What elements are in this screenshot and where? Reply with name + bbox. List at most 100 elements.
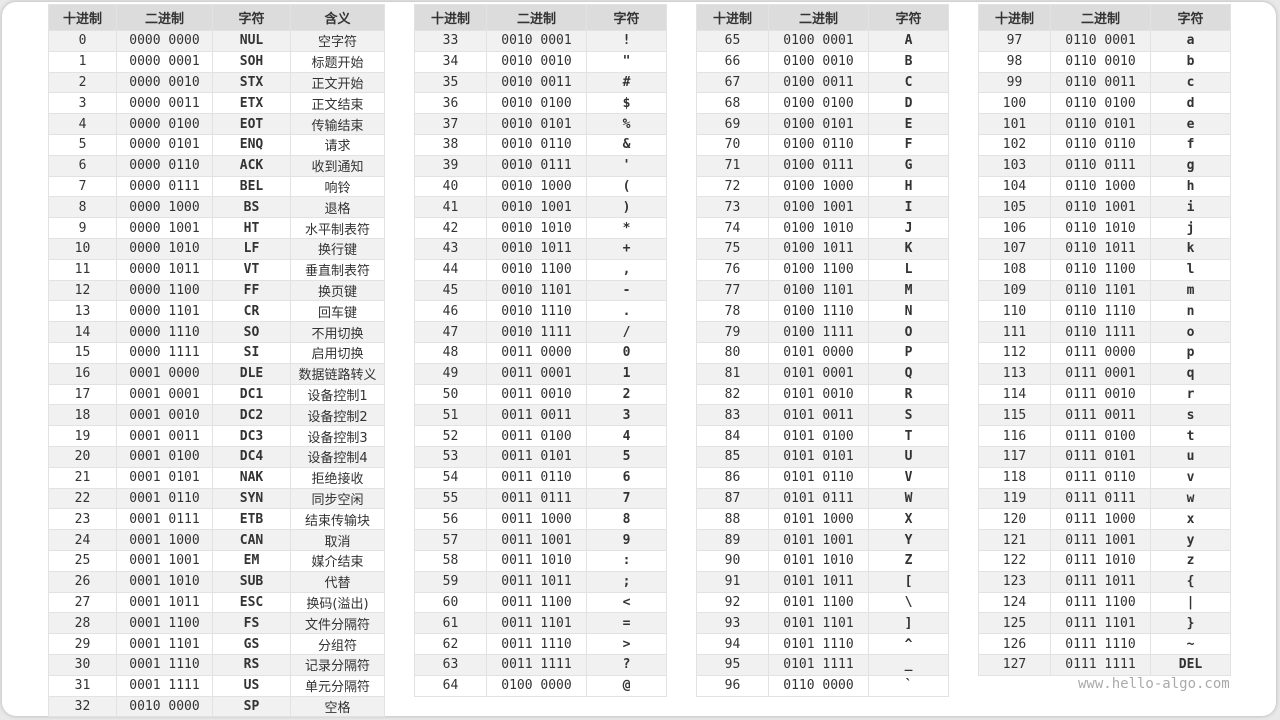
meaning-cell: 传输结束	[290, 113, 385, 135]
column-header-bin: 二进制	[768, 4, 869, 31]
decimal-cell: 70	[696, 133, 769, 156]
char-cell: {	[1150, 570, 1231, 593]
table-row: 53 0011 0101 5	[414, 445, 667, 468]
char-cell: y	[1150, 529, 1231, 551]
table-row: 102 0110 0110 f	[978, 133, 1231, 156]
table-row: 62 0011 1110 >	[414, 633, 667, 655]
table-row: 42 0010 1010 *	[414, 217, 667, 239]
table-row: 63 0011 1111?	[414, 653, 667, 676]
column-header-dec: 十进制	[978, 4, 1051, 31]
decimal-cell: 93	[696, 612, 769, 635]
binary-cell: 0000 1000	[116, 196, 213, 219]
decimal-cell: 41	[414, 196, 487, 219]
decimal-cell: 86	[696, 466, 769, 489]
decimal-cell: 108	[978, 258, 1051, 281]
meaning-cell: 收到通知	[290, 154, 385, 177]
char-cell: US	[212, 674, 291, 697]
decimal-cell: 12	[48, 279, 117, 302]
table-row: 119 0111 0111 w	[978, 487, 1231, 510]
char-cell: D	[868, 92, 949, 115]
char-cell: 4	[586, 425, 667, 447]
table-row: 24 0001 1000 CAN 取消	[48, 529, 385, 551]
meaning-cell: 代替	[290, 570, 385, 593]
table-row: 20 0001 0100 DC4 设备控制4	[48, 445, 385, 468]
decimal-cell: 95	[696, 653, 769, 676]
table-row: 99 0110 0011 c	[978, 71, 1231, 94]
char-cell: w	[1150, 487, 1231, 510]
char-cell: (	[586, 175, 667, 198]
decimal-cell: 51	[414, 404, 487, 427]
decimal-cell: 46	[414, 300, 487, 323]
table-row: 7 0000 0111 BEL 响铃	[48, 175, 385, 198]
table-row: 117 0111 0101 u	[978, 445, 1231, 468]
char-cell: 3	[586, 404, 667, 427]
table-row: 17 0001 0001 DC1 设备控制1	[48, 383, 385, 406]
char-cell: ESC	[212, 591, 291, 614]
decimal-cell: 18	[48, 404, 117, 427]
meaning-cell: 空格	[290, 695, 385, 718]
decimal-cell: 89	[696, 529, 769, 551]
decimal-cell: 109	[978, 279, 1051, 302]
decimal-cell: 100	[978, 92, 1051, 115]
decimal-cell: 62	[414, 633, 487, 655]
decimal-cell: 30	[48, 653, 117, 676]
meaning-cell: 换码(溢出)	[290, 591, 385, 614]
table-row: 52 0011 0100 4	[414, 425, 667, 447]
meaning-cell: 换页键	[290, 279, 385, 302]
table-row: 0 0000 0000 NUL 空字符	[48, 30, 385, 52]
meaning-cell: 拒绝接收	[290, 466, 385, 489]
table-row: 37 0010 0101%	[414, 113, 667, 135]
decimal-cell: 88	[696, 508, 769, 531]
char-cell: z	[1150, 549, 1231, 572]
table-row: 124 0111 1100 |	[978, 591, 1231, 614]
binary-cell: 0011 0111	[486, 487, 587, 510]
table-row: 111 0110 1111 o	[978, 321, 1231, 343]
char-cell: ]	[868, 612, 949, 635]
char-cell: )	[586, 196, 667, 219]
decimal-cell: 19	[48, 425, 117, 447]
column-header-char: 字符	[212, 4, 291, 31]
binary-cell: 0001 1011	[116, 591, 213, 614]
decimal-cell: 11	[48, 258, 117, 281]
char-cell: g	[1150, 154, 1231, 177]
decimal-cell: 8	[48, 196, 117, 219]
char-cell: i	[1150, 196, 1231, 219]
table-row: 48 0011 0000 0	[414, 341, 667, 364]
char-cell: DC3	[212, 425, 291, 447]
table-row: 4 0000 0100 EOT 传输结束	[48, 113, 385, 135]
char-cell: CR	[212, 300, 291, 323]
decimal-cell: 121	[978, 529, 1051, 551]
char-cell: c	[1150, 71, 1231, 94]
binary-cell: 0001 0001	[116, 383, 213, 406]
binary-cell: 0010 0101	[486, 113, 587, 135]
decimal-cell: 22	[48, 487, 117, 510]
binary-cell: 0001 0010	[116, 404, 213, 427]
char-cell: t	[1150, 425, 1231, 447]
char-cell: v	[1150, 466, 1231, 489]
binary-cell: 0111 1101	[1050, 612, 1151, 635]
table-row: 21 0001 0101 NAK 拒绝接收	[48, 466, 385, 489]
binary-cell: 0111 1001	[1050, 529, 1151, 551]
decimal-cell: 57	[414, 529, 487, 551]
table-row: 8 0000 1000 BS 退格	[48, 196, 385, 219]
table-row: 45 0010 1101-	[414, 279, 667, 302]
decimal-cell: 94	[696, 633, 769, 655]
binary-cell: 0011 1010	[486, 549, 587, 572]
binary-cell: 0010 0011	[486, 71, 587, 94]
watermark: www.hello-algo.com	[1078, 676, 1230, 692]
decimal-cell: 117	[978, 445, 1051, 468]
char-cell: A	[868, 30, 949, 52]
char-cell: ?	[586, 653, 667, 676]
table-row: 78 0100 1110 N	[696, 300, 949, 323]
decimal-cell: 26	[48, 570, 117, 593]
table-row: 25 0001 1001 EM 媒介结束	[48, 549, 385, 572]
decimal-cell: 14	[48, 321, 117, 343]
decimal-cell: 102	[978, 133, 1051, 156]
binary-cell: 0110 0111	[1050, 154, 1151, 177]
meaning-cell: 垂直制表符	[290, 258, 385, 281]
decimal-cell: 2	[48, 71, 117, 94]
binary-cell: 0001 0111	[116, 508, 213, 531]
binary-cell: 0110 1001	[1050, 196, 1151, 219]
binary-cell: 0111 1000	[1050, 508, 1151, 531]
binary-cell: 0100 1000	[768, 175, 869, 198]
